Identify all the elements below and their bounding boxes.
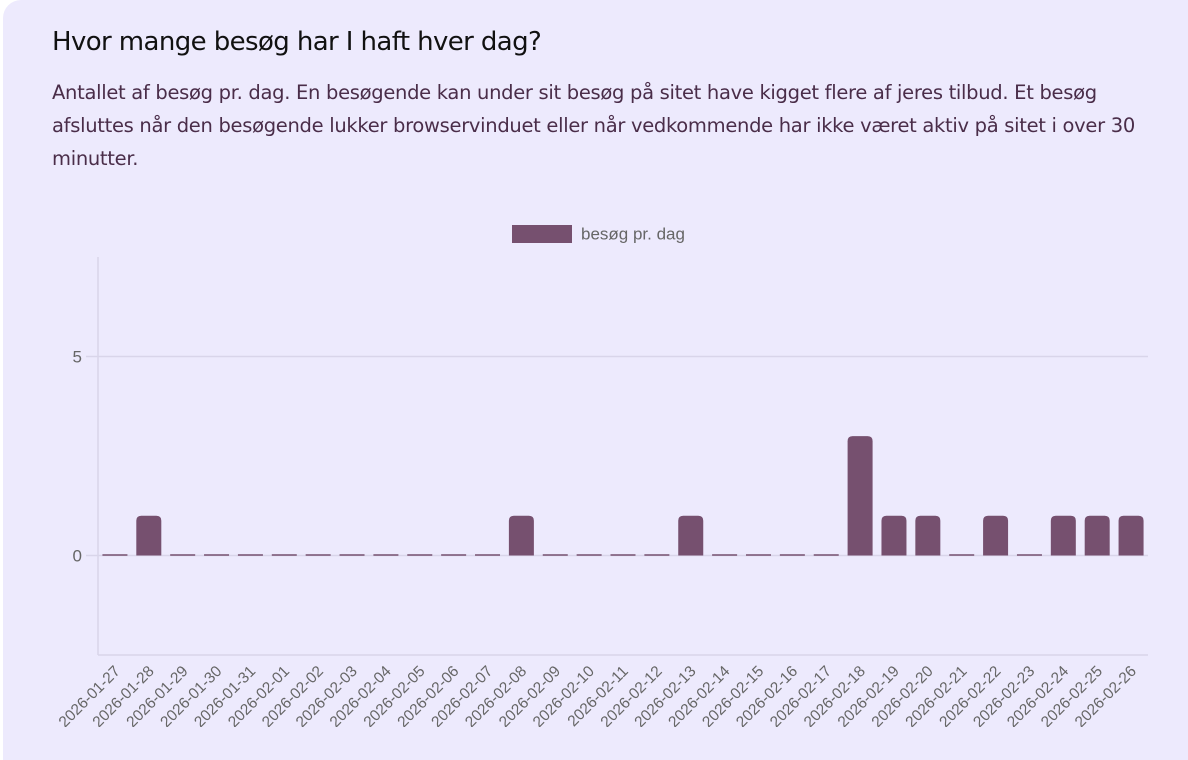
bar-zero (542, 554, 568, 556)
x-axis-ticks: 2026-01-272026-01-282026-01-292026-01-30… (56, 663, 1140, 727)
chart-description: Antallet af besøg pr. dag. En besøgende … (52, 81, 1135, 170)
bar-chart: besøg pr. dag 05 2026-01-272026-01-28202… (56, 225, 1148, 727)
bar-zero (644, 554, 670, 556)
bar-zero (475, 554, 501, 556)
y-axis-ticks: 05 (73, 348, 82, 566)
bar-zero (102, 554, 128, 556)
bar-zero (712, 554, 738, 556)
bar (1050, 515, 1076, 556)
bar-zero (441, 554, 467, 556)
bar (678, 515, 704, 556)
bar-zero (745, 554, 771, 556)
bar (1084, 515, 1110, 556)
bar-zero (204, 554, 230, 556)
bar-zero (373, 554, 399, 556)
bar-zero (237, 554, 263, 556)
bar-zero (949, 554, 975, 556)
bar (136, 515, 162, 556)
bar-zero (305, 554, 331, 556)
bar-zero (170, 554, 196, 556)
legend-swatch[interactable] (512, 225, 572, 243)
bar-zero (779, 554, 805, 556)
bar-zero (576, 554, 602, 556)
bar (508, 515, 534, 556)
chart-legend[interactable]: besøg pr. dag (512, 225, 685, 244)
legend-label[interactable]: besøg pr. dag (581, 225, 685, 244)
chart-grid (86, 257, 1148, 656)
bar-zero (339, 554, 365, 556)
bar-zero (1016, 554, 1042, 556)
bar-zero (813, 554, 839, 556)
bar (1118, 515, 1144, 556)
y-tick-label: 0 (73, 547, 82, 566)
bar (983, 515, 1009, 556)
bar-zero (271, 554, 297, 556)
bar (915, 515, 941, 556)
bar-zero (407, 554, 433, 556)
y-tick-label: 5 (73, 348, 82, 367)
bar-zero (610, 554, 636, 556)
bar (881, 515, 907, 556)
chart-card: Hvor mange besøg har I haft hver dag? An… (3, 0, 1188, 760)
chart-title: Hvor mange besøg har I haft hver dag? (52, 27, 542, 57)
bar (847, 436, 873, 556)
bar-series (102, 436, 1144, 556)
